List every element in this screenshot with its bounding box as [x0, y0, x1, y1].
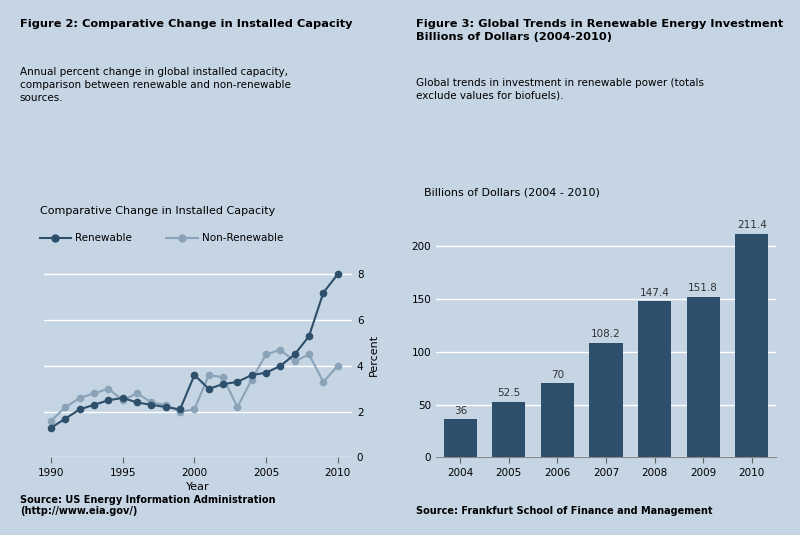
X-axis label: Year: Year [186, 482, 210, 492]
Text: Non-Renewable: Non-Renewable [202, 233, 283, 243]
Text: Comparative Change in Installed Capacity: Comparative Change in Installed Capacity [40, 206, 275, 216]
Text: 52.5: 52.5 [498, 388, 521, 398]
Bar [541, 384, 574, 457]
Text: Annual percent change in global installed capacity,
comparison between renewable: Annual percent change in global installe… [20, 67, 290, 103]
Text: Billions of Dollars (2004 - 2010): Billions of Dollars (2004 - 2010) [424, 187, 600, 197]
Text: Global trends in investment in renewable power (totals
exclude values for biofue: Global trends in investment in renewable… [416, 78, 704, 101]
Text: 151.8: 151.8 [688, 283, 718, 293]
Text: 36: 36 [454, 406, 467, 416]
Text: Source: Frankfurt School of Finance and Management: Source: Frankfurt School of Finance and … [416, 506, 713, 516]
Text: Renewable: Renewable [75, 233, 132, 243]
Bar [492, 402, 526, 457]
Text: 211.4: 211.4 [737, 220, 766, 230]
Bar [590, 343, 622, 457]
Bar [735, 234, 768, 457]
Text: 147.4: 147.4 [640, 288, 670, 297]
Bar [444, 419, 477, 457]
Text: 108.2: 108.2 [591, 329, 621, 339]
Bar [686, 297, 720, 457]
Text: Source: US Energy Information Administration
(http://www.eia.gov/): Source: US Energy Information Administra… [20, 495, 275, 516]
Text: Figure 3: Global Trends in Renewable Energy Investment
Billions of Dollars (2004: Figure 3: Global Trends in Renewable Ene… [416, 19, 783, 42]
Text: Figure 2: Comparative Change in Installed Capacity: Figure 2: Comparative Change in Installe… [20, 19, 352, 29]
Text: 70: 70 [551, 370, 564, 380]
Bar [638, 301, 671, 457]
Y-axis label: Percent: Percent [369, 333, 379, 376]
